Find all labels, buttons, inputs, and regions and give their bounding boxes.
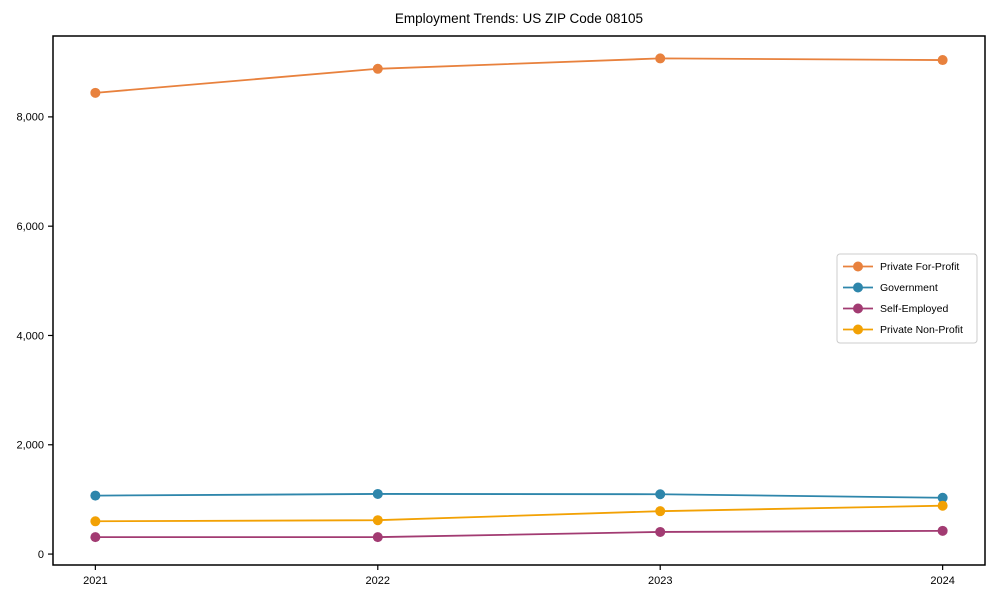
- legend-box: [836, 253, 978, 344]
- legend-label-private-non-profit: Private Non-Profit: [880, 324, 963, 336]
- legend-label-private-for-profit: Private For-Profit: [880, 261, 959, 273]
- data-point-self-employed-2022: [372, 532, 383, 543]
- series-line-private-non-profit: [94, 504, 944, 523]
- data-point-private-for-profit-2021: [90, 87, 101, 98]
- data-point-self-employed-2021: [90, 532, 101, 543]
- x-tick-label: 2021: [83, 575, 107, 587]
- data-point-government-2022: [372, 488, 383, 499]
- x-tick-label: 2022: [366, 575, 390, 587]
- data-point-self-employed-2023: [655, 526, 666, 537]
- x-tick-label: 2023: [648, 575, 672, 587]
- plot-frame: [52, 35, 986, 566]
- y-tick-label: 0: [38, 549, 44, 561]
- y-tick-label: 4,000: [16, 330, 44, 342]
- series-line-private-for-profit: [94, 57, 944, 94]
- data-point-private-for-profit-2024: [937, 55, 948, 66]
- data-point-government-2024: [937, 492, 948, 503]
- data-point-government-2023: [655, 489, 666, 500]
- series-line-government: [94, 493, 944, 499]
- data-point-private-for-profit-2022: [372, 63, 383, 74]
- legend-label-government: Government: [880, 282, 938, 294]
- data-point-private-non-profit-2022: [372, 515, 383, 526]
- legend-marker-private-for-profit: [853, 261, 863, 272]
- y-tick-label: 6,000: [16, 221, 44, 233]
- legend-label-self-employed: Self-Employed: [880, 303, 948, 315]
- data-point-private-non-profit-2021: [90, 516, 101, 527]
- data-point-private-non-profit-2023: [655, 506, 666, 517]
- data-point-private-non-profit-2024: [937, 500, 948, 511]
- chart-title: Employment Trends: US ZIP Code 08105: [394, 11, 644, 26]
- data-point-government-2021: [90, 490, 101, 501]
- data-point-self-employed-2024: [937, 525, 948, 536]
- legend-marker-private-non-profit: [853, 324, 863, 335]
- y-tick-label: 8,000: [16, 112, 44, 124]
- data-point-private-for-profit-2023: [655, 53, 666, 64]
- legend-marker-self-employed: [853, 303, 863, 314]
- series-line-self-employed: [94, 529, 944, 539]
- x-tick-label: 2024: [930, 575, 954, 587]
- legend-marker-government: [853, 282, 863, 293]
- y-tick-label: 2,000: [16, 440, 44, 452]
